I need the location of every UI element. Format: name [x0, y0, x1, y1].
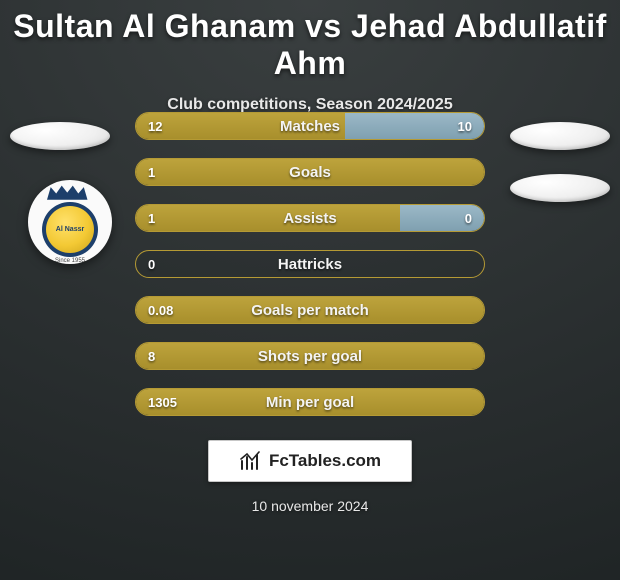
- stat-label: Hattricks: [136, 251, 484, 277]
- page-title: Sultan Al Ghanam vs Jehad Abdullatif Ahm: [0, 0, 620, 82]
- stat-row: 0Hattricks: [135, 250, 485, 278]
- stats-chart: 1210Matches 1Goals 10Assists 0Hattricks 0.08…: [0, 112, 620, 416]
- stat-row: 1Goals: [135, 158, 485, 186]
- snapshot-date: 10 november 2024: [0, 498, 620, 514]
- stat-row: 10Assists: [135, 204, 485, 232]
- stat-row: 1305Min per goal: [135, 388, 485, 416]
- stat-label: Min per goal: [136, 389, 484, 415]
- stat-label: Shots per goal: [136, 343, 484, 369]
- fctables-logo-icon: [239, 450, 263, 472]
- stat-label: Goals per match: [136, 297, 484, 323]
- stat-row: 1210Matches: [135, 112, 485, 140]
- stat-row: 0.08Goals per match: [135, 296, 485, 324]
- stat-label: Matches: [136, 113, 484, 139]
- stat-label: Goals: [136, 159, 484, 185]
- stat-label: Assists: [136, 205, 484, 231]
- branding-box: FcTables.com: [208, 440, 412, 482]
- branding-text: FcTables.com: [269, 451, 381, 471]
- stat-row: 8Shots per goal: [135, 342, 485, 370]
